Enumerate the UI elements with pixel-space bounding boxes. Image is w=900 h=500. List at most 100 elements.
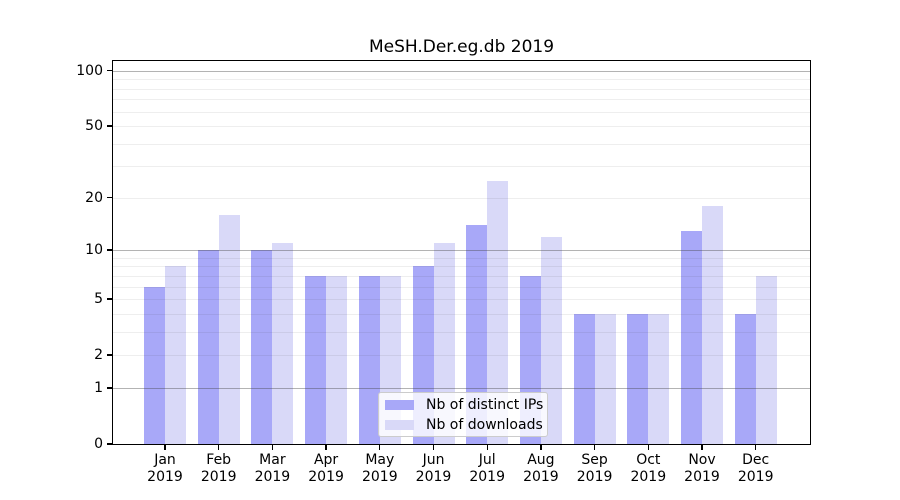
x-label-month: Sep — [581, 452, 608, 468]
bar-distinct-ips-sep — [573, 313, 595, 444]
y-tick-label-10: 10 — [85, 242, 103, 259]
gridline-minor-5 — [113, 299, 810, 301]
x-label-year: 2019 — [576, 469, 613, 485]
x-tick-sep — [593, 444, 596, 450]
bar-distinct-ips-nov — [681, 230, 702, 444]
x-label-month: Jul — [478, 452, 496, 468]
x-tick-label-aug: Aug 2019 — [509, 452, 573, 486]
gridlines-layer — [113, 61, 810, 444]
legend-swatch-distinct-ips — [385, 400, 414, 410]
x-label-year: 2019 — [523, 469, 559, 485]
x-tick-label-oct: Oct 2019 — [616, 452, 680, 486]
y-tick-label-1: 1 — [94, 379, 103, 396]
x-label-month: Feb — [206, 452, 232, 468]
x-tick-label-jun: Jun 2019 — [402, 452, 466, 486]
bar-distinct-ips-mar — [251, 250, 273, 444]
x-label-month: Nov — [688, 452, 716, 468]
bar-distinct-ips-may — [358, 275, 380, 444]
gridline-minor-80 — [113, 88, 810, 90]
y-tick-label-100: 100 — [76, 62, 103, 79]
x-tick-jul — [486, 444, 488, 450]
x-tick-jun — [432, 444, 435, 450]
x-tick-label-dec: Dec 2019 — [724, 452, 788, 486]
y-tick-label-0: 0 — [94, 436, 103, 452]
y-tick-20 — [107, 197, 113, 199]
bar-distinct-ips-feb — [197, 250, 219, 444]
legend-item-distinct-ips: Nb of distinct IPs — [385, 396, 543, 414]
x-label-month: Oct — [636, 452, 661, 468]
x-tick-feb — [218, 444, 220, 450]
y-tick-1 — [107, 387, 113, 389]
legend-item-downloads: Nb of downloads — [385, 416, 543, 434]
gridline-major-1 — [113, 387, 810, 389]
bar-downloads-apr — [326, 275, 348, 444]
gridline-minor-8 — [113, 266, 810, 268]
bar-downloads-dec — [755, 275, 777, 444]
legend: Nb of distinct IPs Nb of downloads — [378, 392, 548, 437]
x-tick-label-nov: Nov 2019 — [670, 452, 734, 486]
x-label-year: 2019 — [630, 469, 667, 485]
x-label-year: 2019 — [200, 469, 237, 485]
x-label-month: Dec — [742, 452, 770, 468]
bar-downloads-jul — [487, 180, 509, 444]
gridline-minor-7 — [113, 275, 810, 277]
x-tick-label-may: May 2019 — [348, 452, 412, 486]
x-label-year: 2019 — [308, 469, 344, 485]
y-tick-0 — [107, 443, 113, 445]
x-label-year: 2019 — [469, 469, 505, 485]
y-tick-50 — [107, 125, 113, 127]
gridline-minor-30 — [113, 166, 810, 168]
x-tick-may — [379, 444, 381, 450]
bar-downloads-mar — [272, 243, 294, 444]
bar-distinct-ips-apr — [305, 275, 327, 444]
y-tick-100 — [107, 70, 113, 72]
x-tick-jan — [164, 444, 166, 450]
bar-downloads-jan — [165, 266, 186, 444]
x-tick-label-feb: Feb 2019 — [187, 452, 251, 486]
legend-label-downloads: Nb of downloads — [426, 417, 543, 433]
bar-downloads-feb — [218, 214, 240, 444]
x-label-year: 2019 — [254, 469, 291, 485]
bar-distinct-ips-dec — [734, 313, 756, 444]
x-tick-apr — [325, 444, 327, 450]
gridline-minor-50 — [113, 126, 810, 128]
gridline-minor-3 — [113, 331, 810, 333]
gridline-major-100 — [113, 70, 810, 72]
bar-downloads-oct — [648, 313, 670, 444]
x-tick-aug — [540, 444, 542, 450]
gridline-major-10 — [113, 250, 810, 252]
bar-downloads-sep — [594, 313, 616, 444]
bar-downloads-nov — [702, 205, 723, 444]
gridline-minor-60 — [113, 111, 810, 113]
x-label-month: Apr — [313, 452, 339, 468]
y-tick-10 — [107, 249, 113, 251]
x-tick-dec — [755, 444, 757, 450]
x-tick-label-jan: Jan 2019 — [133, 452, 197, 486]
legend-swatch-downloads — [385, 420, 414, 430]
gridline-minor-2 — [113, 355, 810, 357]
x-label-year: 2019 — [147, 469, 183, 485]
x-tick-label-apr: Apr 2019 — [294, 452, 358, 486]
gridline-minor-4 — [113, 313, 810, 315]
gridline-minor-70 — [113, 99, 810, 101]
y-tick-label-2: 2 — [94, 347, 103, 364]
x-tick-mar — [271, 444, 274, 450]
gridline-minor-40 — [113, 143, 810, 145]
gridline-minor-20 — [113, 197, 810, 199]
gridline-minor-6 — [113, 286, 810, 288]
x-tick-label-mar: Mar 2019 — [240, 452, 304, 486]
x-label-month: Jun — [422, 452, 445, 468]
bar-distinct-ips-jul — [466, 225, 488, 444]
x-label-year: 2019 — [684, 469, 720, 485]
x-label-year: 2019 — [737, 469, 774, 485]
y-tick-label-20: 20 — [85, 189, 103, 206]
y-tick-label-5: 5 — [94, 291, 103, 308]
legend-label-distinct-ips: Nb of distinct IPs — [426, 397, 544, 413]
x-label-month: Mar — [259, 452, 286, 468]
plot-area: Nb of distinct IPs Nb of downloads — [112, 60, 811, 445]
y-tick-label-50: 50 — [85, 118, 103, 135]
gridline-minor-90 — [113, 79, 810, 81]
bar-distinct-ips-jan — [144, 286, 165, 444]
x-label-month: May — [365, 452, 395, 468]
x-tick-label-jul: Jul 2019 — [455, 452, 519, 486]
